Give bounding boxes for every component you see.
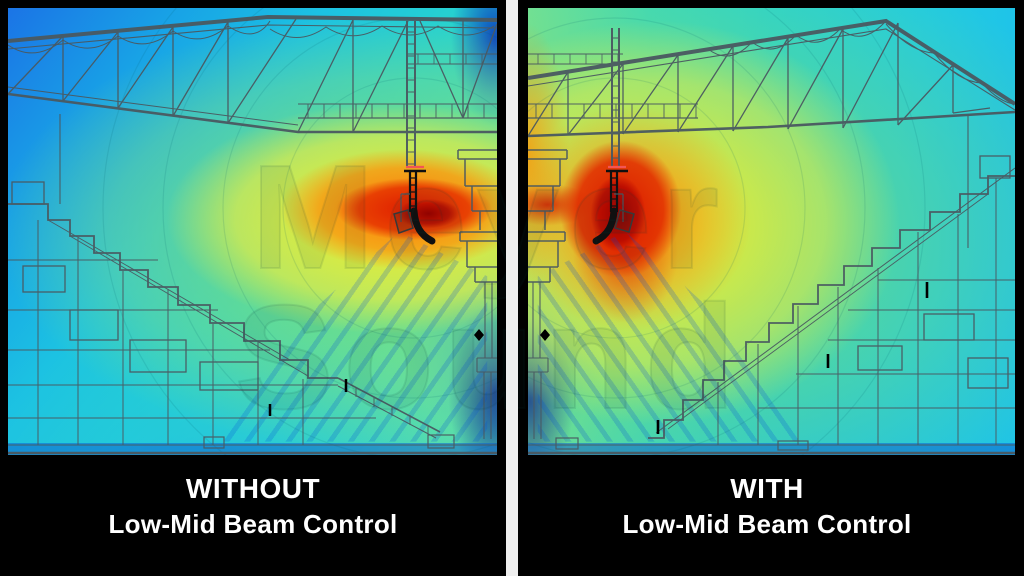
- roof-truss-drawing: [8, 14, 497, 204]
- panel-with: [528, 8, 1015, 455]
- right-grandstand-drawing: [528, 155, 1015, 455]
- measurement-marker-diamond: [474, 329, 484, 341]
- spl-contour-arcs: [102, 8, 497, 455]
- panel-without: [8, 8, 497, 455]
- caption-without: WITHOUT Low-Mid Beam Control: [0, 473, 506, 540]
- people-markers: [656, 282, 929, 434]
- people-markers: [268, 379, 348, 416]
- scoreboard-right-half-drawing: [528, 149, 568, 439]
- left-grandstand-drawing: [8, 181, 497, 455]
- venue-structure-drawing: [528, 8, 1015, 455]
- caption-with-line1: WITH: [730, 473, 804, 504]
- measurement-marker-diamond: [540, 329, 550, 341]
- spl-contour-arcs: [528, 8, 926, 455]
- roof-truss-drawing: [528, 18, 1015, 248]
- venue-structure-drawing: [8, 8, 497, 455]
- caption-without-line2: Low-Mid Beam Control: [108, 509, 398, 539]
- caption-without-line1: WITHOUT: [185, 473, 321, 504]
- caption-with-line2: Low-Mid Beam Control: [622, 509, 912, 539]
- line-array-speaker-icon: [592, 165, 635, 245]
- caption-with: WITH Low-Mid Beam Control: [518, 473, 1016, 540]
- panel-divider: [506, 0, 518, 576]
- scoreboard-left-half-drawing: [457, 149, 497, 439]
- line-array-speaker-icon: [393, 165, 436, 245]
